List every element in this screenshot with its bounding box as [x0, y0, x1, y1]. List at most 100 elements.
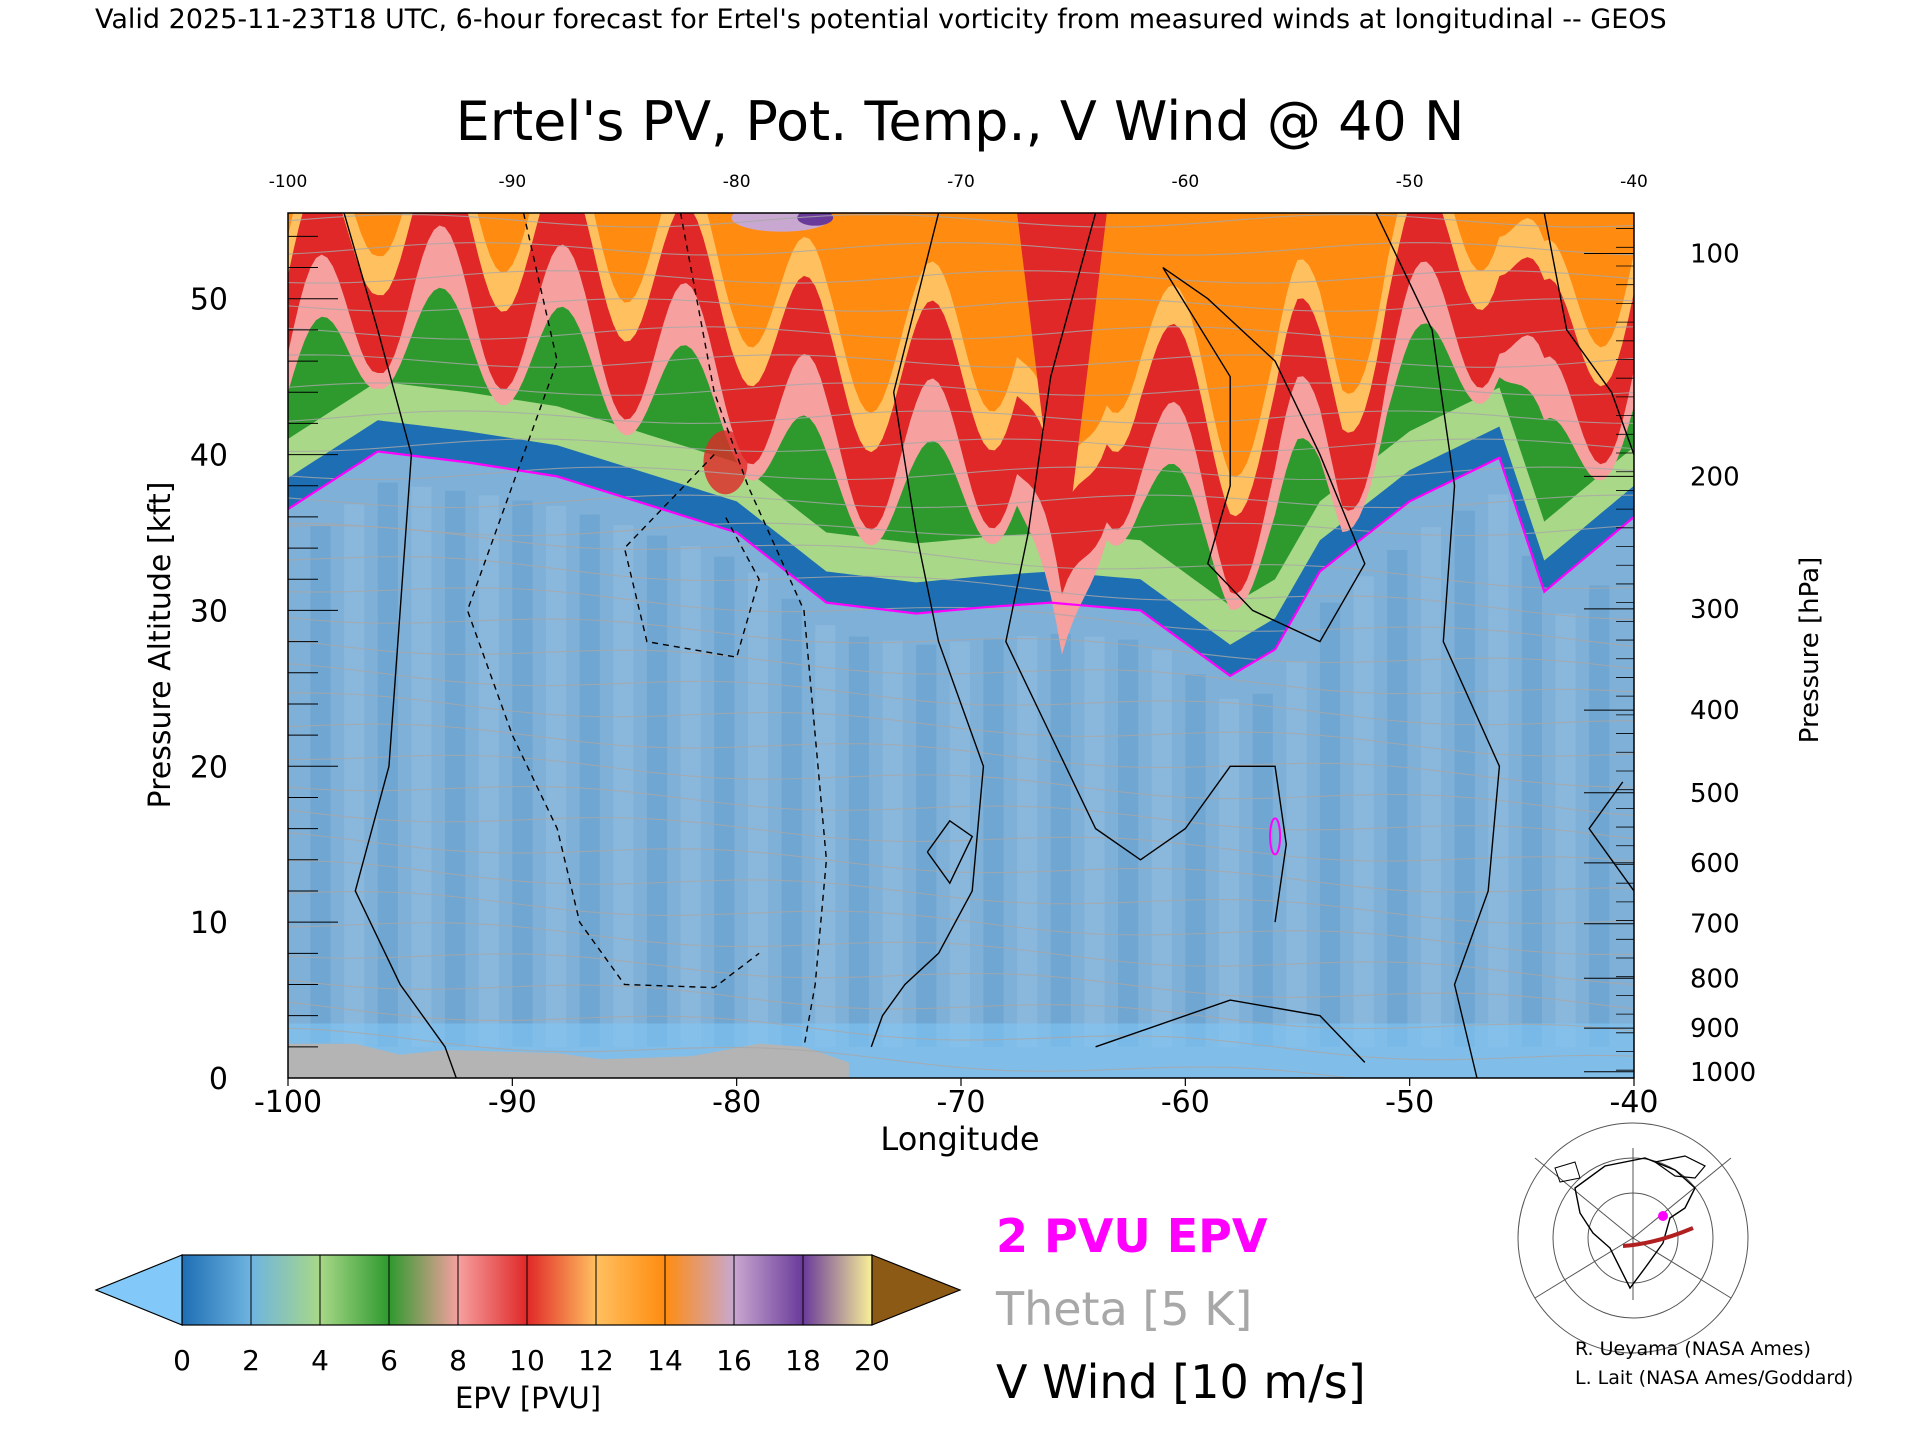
troposphere-streak [1420, 527, 1442, 1047]
colorbar-segment [527, 1255, 596, 1325]
epv-band [288, 213, 1634, 478]
legend: 2 PVU EPV Theta [5 K] V Wind [10 m/s] [995, 1209, 1366, 1409]
pressure-tick-label: 800 [1690, 964, 1740, 994]
pressure-tick-label: 500 [1690, 779, 1740, 809]
pressure-tick-label: 300 [1690, 595, 1740, 625]
troposphere-streak [1521, 555, 1543, 1047]
page-header: Valid 2025-11-23T18 UTC, 6-hour forecast… [95, 4, 1667, 35]
pv-2pvu-line [288, 450, 1634, 678]
theta-contours [288, 214, 1634, 1078]
troposphere-streak [579, 514, 600, 1047]
troposphere-streak [1319, 602, 1341, 1047]
troposphere-streak [916, 644, 937, 1047]
v-wind-line [623, 454, 760, 658]
theta-line [288, 466, 1634, 481]
troposphere-streak [1084, 636, 1105, 1047]
troposphere-streak [747, 572, 769, 1047]
v-wind-contours [343, 213, 1634, 1078]
x-tick-label-top: -90 [498, 172, 526, 192]
axes: -100 -100 -90 -90 -80 -80 -70 -70 -60 -60 -50 -50 -4… [190, 172, 1756, 1120]
theta-line [288, 639, 1634, 695]
x-tick-label-bottom: -90 [488, 1085, 537, 1120]
v-wind-line [343, 213, 457, 1078]
theta-line [288, 859, 1634, 924]
theta-line [288, 979, 1634, 1032]
troposphere-streak [781, 598, 802, 1047]
v-wind-line [1005, 213, 1287, 923]
v-wind-line [870, 213, 985, 1048]
troposphere-streak [344, 504, 365, 1047]
y-axis-label-right: Pressure [hPa] [1795, 557, 1825, 744]
troposphere-streak [882, 640, 903, 1047]
x-tick-label-top: -40 [1620, 172, 1648, 192]
terrain [288, 1043, 849, 1078]
x-tick-label-bottom: -80 [712, 1085, 761, 1120]
colorbar-tick-label: 10 [509, 1344, 545, 1377]
inset-locator-map [1517, 1122, 1749, 1354]
troposphere-streak [680, 546, 701, 1047]
y-tick-label: 50 [190, 283, 228, 318]
x-tick-label-top: -50 [1396, 172, 1424, 192]
troposphere-streak [411, 486, 432, 1047]
epv-field [288, 213, 1634, 1078]
theta-line [288, 754, 1634, 817]
v-wind-line [466, 213, 760, 989]
x-axis-label: Longitude [880, 1120, 1039, 1158]
y-tick-label: 30 [190, 594, 228, 629]
colorbar-tick-label: 4 [311, 1344, 329, 1377]
theta-line [288, 832, 1634, 893]
colorbar-segment [665, 1255, 734, 1325]
troposphere-streak [445, 490, 466, 1047]
troposphere-streak [714, 556, 735, 1047]
troposphere-streak [983, 638, 1004, 1047]
theta-line [288, 494, 1634, 509]
theta-line [288, 1027, 1354, 1078]
troposphere-streak [1185, 674, 1206, 1047]
troposphere-streak [949, 641, 970, 1047]
troposphere-streak [1017, 636, 1038, 1047]
credit-1: R. Ueyama (NASA Ames) [1575, 1338, 1811, 1360]
troposphere-streak [646, 535, 668, 1047]
x-tick-label-bottom: -60 [1161, 1085, 1210, 1120]
troposphere-streak [1118, 639, 1139, 1047]
pressure-tick-label: 1000 [1690, 1058, 1756, 1088]
v-wind-line [926, 819, 974, 885]
troposphere-streak [815, 625, 836, 1047]
theta-line [288, 410, 1634, 424]
legend-vwind: V Wind [10 m/s] [996, 1355, 1366, 1409]
x-tick-label-bottom: -40 [1610, 1085, 1659, 1120]
x-tick-label-top: -100 [269, 172, 308, 192]
theta-line [288, 692, 1634, 757]
colorbar-segment [734, 1255, 803, 1325]
colorbar-segment [182, 1255, 251, 1325]
theta-line [288, 922, 1634, 985]
section-line [1622, 1226, 1694, 1248]
pressure-tick-label: 600 [1690, 849, 1740, 879]
troposphere-streak [1589, 585, 1610, 1047]
colorbar-tick-label: 18 [785, 1344, 821, 1377]
troposphere-streak [512, 500, 533, 1047]
theta-line [288, 524, 1634, 590]
theta-line [288, 953, 1634, 1010]
y-tick-label: 10 [190, 906, 228, 941]
v-wind-line [679, 213, 828, 1047]
theta-line [288, 587, 1634, 647]
v-wind-line [1162, 266, 1366, 643]
colorbar-tick-label: 14 [647, 1344, 683, 1377]
colorbar-under-arrow [94, 1254, 183, 1326]
theta-line [288, 617, 1634, 670]
colorbar-tick-label: 12 [578, 1344, 614, 1377]
colorbar-tick-label: 2 [242, 1344, 260, 1377]
troposphere-streak [1218, 698, 1240, 1047]
colorbar-tick-label: 16 [716, 1344, 752, 1377]
v-wind-line [1095, 999, 1366, 1063]
theta-line [288, 382, 1634, 396]
theta-line [288, 522, 1634, 537]
credit-2: L. Lait (NASA Ames/Goddard) [1575, 1367, 1853, 1389]
epv-blob [703, 430, 748, 495]
troposphere-streak [545, 505, 567, 1047]
x-tick-label-top: -80 [723, 172, 751, 192]
pressure-tick-label: 400 [1690, 696, 1740, 726]
troposphere-streak [1286, 661, 1307, 1047]
